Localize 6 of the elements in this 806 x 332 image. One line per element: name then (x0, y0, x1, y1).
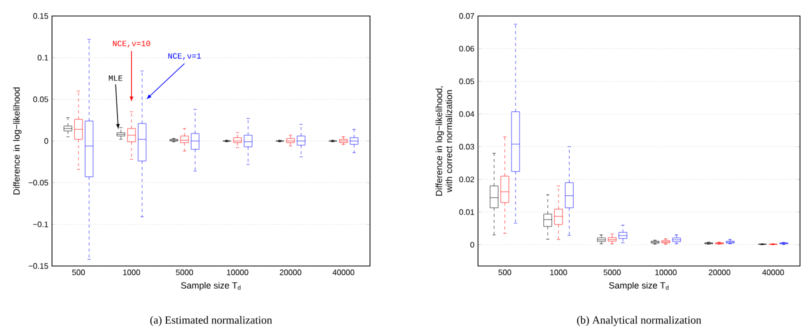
x-axis-title: Sample size T$_{d}$ (181, 282, 240, 290)
y-axis-title: Difference in log−likelihood, with correct normalization (436, 86, 452, 196)
text: (a) Estimated normalization (150, 316, 272, 326)
y-axis-title: Difference in log−likelihood (13, 87, 22, 194)
text: (b) Analytical normalization (577, 316, 702, 326)
x-axis-title: Sample size T$_{d}$ (609, 282, 668, 290)
